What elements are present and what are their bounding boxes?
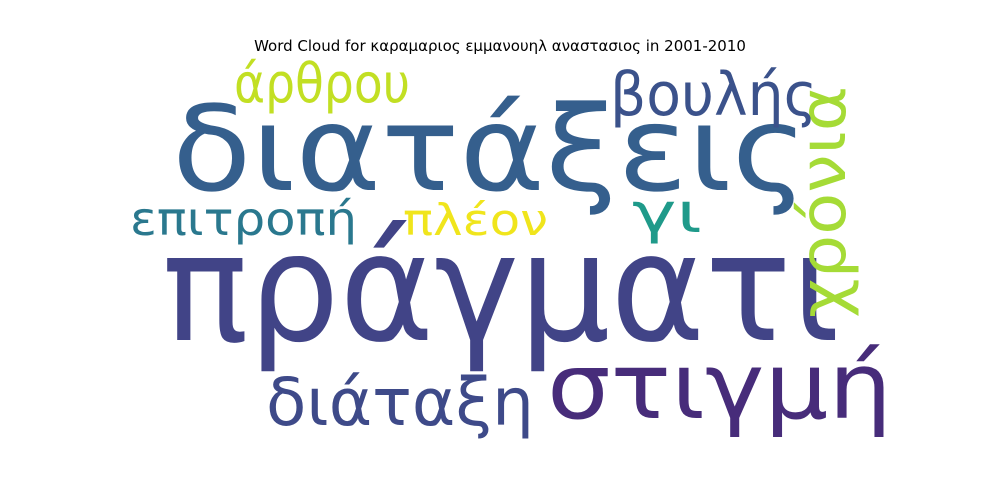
word-9: γι bbox=[632, 181, 702, 245]
word-2: στιγμή bbox=[547, 333, 892, 440]
word-3: διάταξη bbox=[266, 364, 534, 441]
word-5: άρθρου bbox=[234, 52, 410, 115]
word-1: διατάξεις bbox=[172, 80, 808, 218]
word-8: πλέον bbox=[403, 195, 548, 246]
chart-title: Word Cloud for καραμαριος εμμανουηλ ανασ… bbox=[254, 37, 746, 55]
word-7: επιτροπή bbox=[130, 192, 357, 246]
word-6: βουλής bbox=[610, 60, 817, 130]
word-0: πράγματι bbox=[162, 202, 840, 376]
word-4: χρόνια bbox=[787, 86, 861, 318]
